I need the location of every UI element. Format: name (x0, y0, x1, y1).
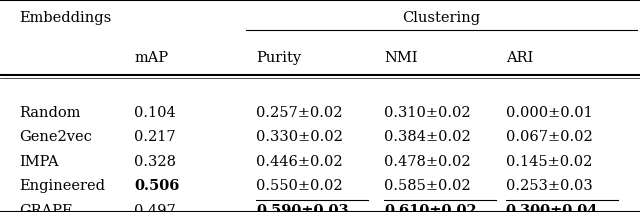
Text: 0.590±0.03: 0.590±0.03 (256, 204, 349, 212)
Text: 0.145±0.02: 0.145±0.02 (506, 155, 592, 169)
Text: 0.067±0.02: 0.067±0.02 (506, 130, 593, 144)
Text: 0.478±0.02: 0.478±0.02 (384, 155, 470, 169)
Text: 0.257±0.02: 0.257±0.02 (256, 106, 342, 120)
Text: GRAPE: GRAPE (19, 204, 73, 212)
Text: IMPA: IMPA (19, 155, 59, 169)
Text: Clustering: Clustering (403, 11, 481, 25)
Text: 0.330±0.02: 0.330±0.02 (256, 130, 343, 144)
Text: 0.328: 0.328 (134, 155, 177, 169)
Text: ARI: ARI (506, 51, 533, 65)
Text: Random: Random (19, 106, 81, 120)
Text: 0.300±0.04: 0.300±0.04 (506, 204, 598, 212)
Text: Engineered: Engineered (19, 179, 105, 193)
Text: 0.550±0.02: 0.550±0.02 (256, 179, 342, 193)
Text: 0.384±0.02: 0.384±0.02 (384, 130, 471, 144)
Text: mAP: mAP (134, 51, 168, 65)
Text: 0.497: 0.497 (134, 204, 176, 212)
Text: 0.253±0.03: 0.253±0.03 (506, 179, 593, 193)
Text: 0.610±0.02: 0.610±0.02 (384, 204, 477, 212)
Text: Purity: Purity (256, 51, 301, 65)
Text: 0.104: 0.104 (134, 106, 176, 120)
Text: 0.217: 0.217 (134, 130, 176, 144)
Text: Embeddings: Embeddings (19, 11, 111, 25)
Text: Gene2vec: Gene2vec (19, 130, 92, 144)
Text: 0.446±0.02: 0.446±0.02 (256, 155, 342, 169)
Text: 0.506: 0.506 (134, 179, 180, 193)
Text: 0.585±0.02: 0.585±0.02 (384, 179, 470, 193)
Text: NMI: NMI (384, 51, 417, 65)
Text: 0.000±0.01: 0.000±0.01 (506, 106, 593, 120)
Text: 0.310±0.02: 0.310±0.02 (384, 106, 470, 120)
